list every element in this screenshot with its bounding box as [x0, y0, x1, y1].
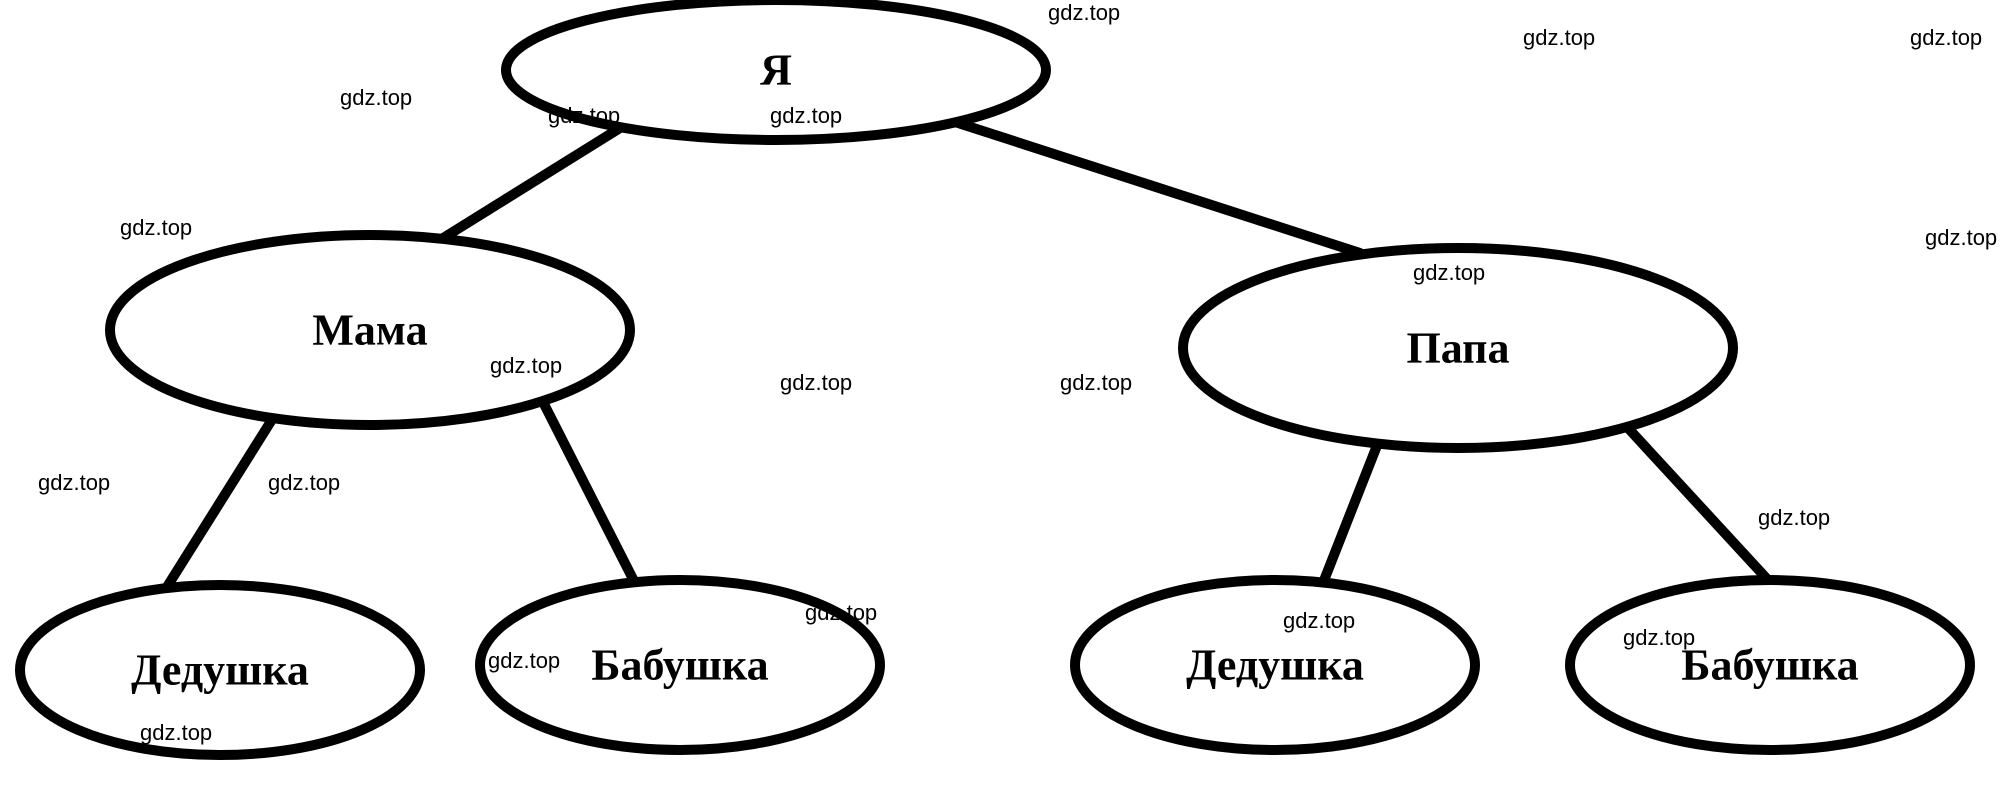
node-label-mama: Мама [312, 305, 427, 356]
watermark-9: gdz.top [490, 353, 562, 379]
edge-mama-bab1 [543, 402, 635, 583]
edge-papa-bab2 [1628, 428, 1768, 580]
node-label-ded2: Дедушка [1186, 640, 1364, 691]
watermark-19: gdz.top [140, 720, 212, 746]
watermark-14: gdz.top [1758, 505, 1830, 531]
watermark-15: gdz.top [805, 600, 877, 626]
node-label-papa: Папа [1407, 323, 1510, 374]
watermark-5: gdz.top [770, 103, 842, 129]
watermark-2: gdz.top [1910, 25, 1982, 51]
watermark-0: gdz.top [1048, 0, 1120, 26]
watermark-18: gdz.top [488, 648, 560, 674]
watermark-12: gdz.top [38, 470, 110, 496]
watermark-3: gdz.top [340, 85, 412, 111]
watermark-4: gdz.top [548, 103, 620, 129]
watermark-17: gdz.top [1623, 625, 1695, 651]
watermark-10: gdz.top [780, 370, 852, 396]
watermark-1: gdz.top [1523, 25, 1595, 51]
edge-root-papa [955, 122, 1360, 253]
node-label-bab2: Бабушка [1681, 640, 1858, 691]
edge-root-mama [440, 128, 620, 240]
watermark-16: gdz.top [1283, 608, 1355, 634]
watermark-13: gdz.top [268, 470, 340, 496]
watermark-6: gdz.top [120, 215, 192, 241]
edge-papa-ded2 [1323, 443, 1378, 583]
edge-mama-ded1 [165, 418, 273, 590]
watermark-7: gdz.top [1925, 225, 1997, 251]
node-label-ded1: Дедушка [131, 645, 309, 696]
watermark-8: gdz.top [1413, 260, 1485, 286]
node-label-root: Я [760, 45, 792, 96]
node-label-bab1: Бабушка [591, 640, 768, 691]
watermark-11: gdz.top [1060, 370, 1132, 396]
